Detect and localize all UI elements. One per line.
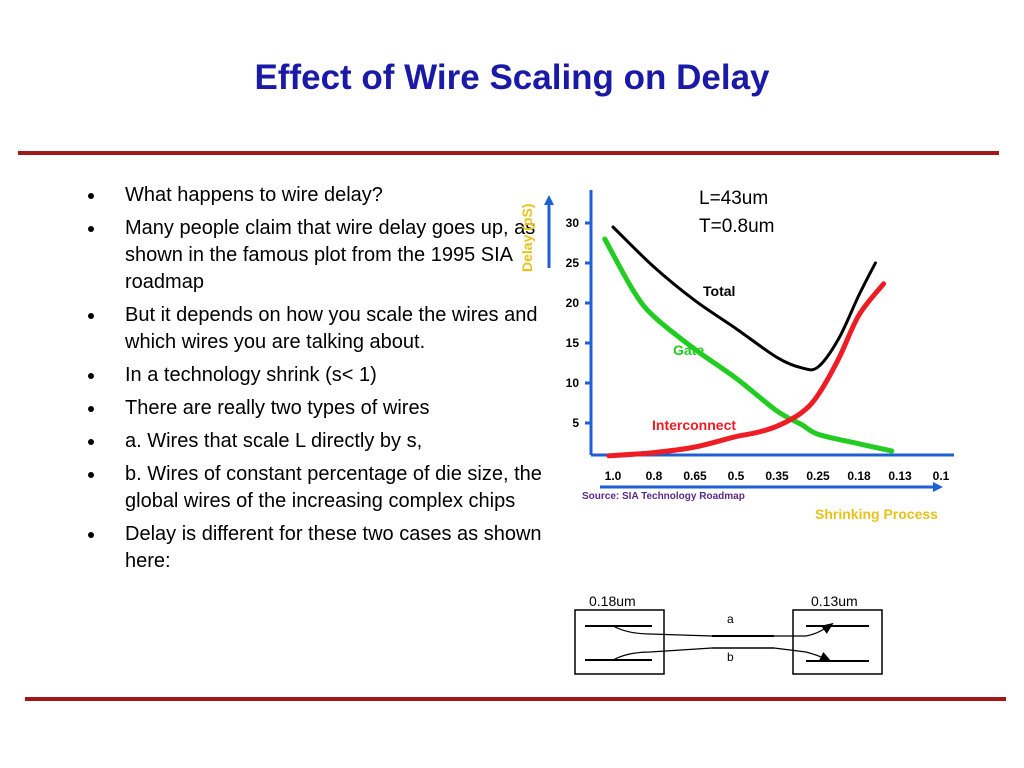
series-line-total [611, 225, 877, 372]
wire-a-label: a [727, 612, 734, 626]
series-label-interconnect: Interconnect [652, 417, 736, 433]
bullet-item: There are really two types of wires [88, 395, 548, 422]
bullet-dot [88, 193, 94, 199]
y-tick-label: 20 [566, 296, 580, 310]
bullet-text: Delay is different for these two cases a… [125, 523, 542, 572]
x-tick-label: 0.8 [646, 469, 663, 483]
bullet-list: What happens to wire delay? Many people … [88, 182, 548, 581]
right-chip-box [792, 609, 883, 675]
y-axis-label: Delay (pS) [519, 204, 535, 272]
x-tick-label: 0.65 [683, 469, 707, 483]
y-tick-label: 10 [566, 376, 580, 390]
bullet-text: b. Wires of constant percentage of die s… [125, 463, 542, 512]
bullet-dot [88, 439, 94, 445]
bullet-item: What happens to wire delay? [88, 182, 548, 209]
x-tick-label: 0.18 [847, 469, 871, 483]
series-group [602, 225, 895, 459]
x-ticks: 1.0 0.8 0.65 0.5 0.35 0.25 0.18 0.13 0.1 [605, 469, 950, 483]
x-tick-label: 0.35 [765, 469, 789, 483]
bullet-text: a. Wires that scale L directly by s, [125, 430, 423, 452]
right-chip-label: 0.13um [811, 593, 858, 609]
y-tick-label: 25 [566, 256, 580, 270]
top-divider [18, 151, 999, 155]
y-tick-label: 30 [566, 216, 580, 230]
bullet-dot [88, 226, 94, 232]
y-ticks: 5 10 15 20 25 30 [566, 216, 591, 430]
x-tick-label: 0.5 [728, 469, 745, 483]
bullet-dot [88, 406, 94, 412]
bullet-dot [88, 313, 94, 319]
x-tick-label: 0.1 [933, 469, 950, 483]
left-chip-box [574, 609, 665, 675]
bullet-item: Delay is different for these two cases a… [88, 521, 548, 575]
left-chip-label: 0.18um [589, 593, 636, 609]
series-label-total: Total [703, 283, 735, 299]
annotation-thickness: T=0.8um [699, 216, 775, 237]
bullet-item: b. Wires of constant percentage of die s… [88, 461, 548, 515]
x-axis-label: Shrinking Process [815, 506, 938, 522]
y-tick-label: 5 [572, 416, 579, 430]
wire-b-label: b [727, 650, 734, 664]
wire-a-path [612, 624, 832, 637]
bullet-item: But it depends on how you scale the wire… [88, 302, 548, 356]
annotation-length: L=43um [699, 188, 768, 209]
bullet-dot [88, 373, 94, 379]
x-tick-label: 0.13 [888, 469, 912, 483]
series-label-gate: Gate [673, 342, 704, 358]
x-tick-label: 0.25 [806, 469, 830, 483]
bullet-item: Many people claim that wire delay goes u… [88, 215, 548, 296]
y-tick-label: 15 [566, 336, 580, 350]
series-line-interconnect [606, 281, 887, 459]
x-tick-label: 1.0 [605, 469, 622, 483]
bullet-text: What happens to wire delay? [125, 184, 383, 206]
bullet-dot [88, 472, 94, 478]
series-line-gate [602, 236, 895, 454]
bullet-text: There are really two types of wires [125, 397, 430, 419]
bullet-dot [88, 532, 94, 538]
delay-chart: Delay (pS) 5 10 15 20 25 30 1.0 0.8 0.65 0.5 0.35… [519, 188, 954, 675]
bullet-item: a. Wires that scale L directly by s, [88, 428, 548, 455]
chart-source: Source: SIA Technology Roadmap [582, 491, 745, 502]
wire-b-path [612, 647, 830, 661]
bullet-text: But it depends on how you scale the wire… [125, 304, 538, 353]
bullet-item: In a technology shrink (s< 1) [88, 362, 548, 389]
bottom-divider [25, 697, 1006, 701]
bullet-text: Many people claim that wire delay goes u… [125, 217, 536, 293]
slide-title: Effect of Wire Scaling on Delay [254, 58, 770, 97]
bullet-text: In a technology shrink (s< 1) [125, 364, 377, 386]
wire-diagram: 0.18um 0.13um a b [574, 593, 883, 675]
